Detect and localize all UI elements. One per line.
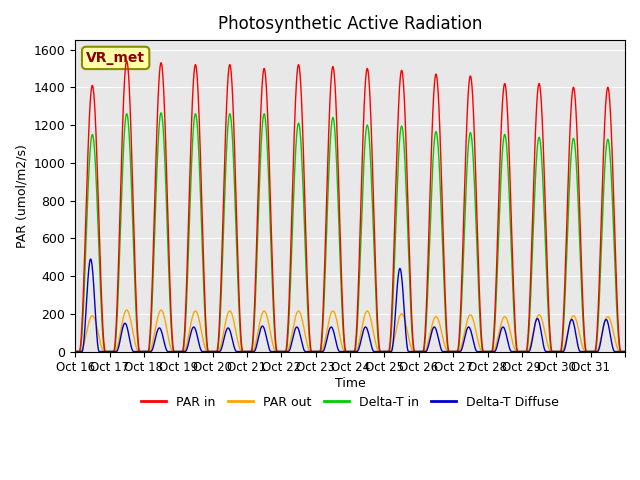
Y-axis label: PAR (umol/m2/s): PAR (umol/m2/s) [15,144,28,248]
Legend: PAR in, PAR out, Delta-T in, Delta-T Diffuse: PAR in, PAR out, Delta-T in, Delta-T Dif… [136,391,564,414]
Text: VR_met: VR_met [86,51,145,65]
X-axis label: Time: Time [335,377,365,390]
Title: Photosynthetic Active Radiation: Photosynthetic Active Radiation [218,15,483,33]
